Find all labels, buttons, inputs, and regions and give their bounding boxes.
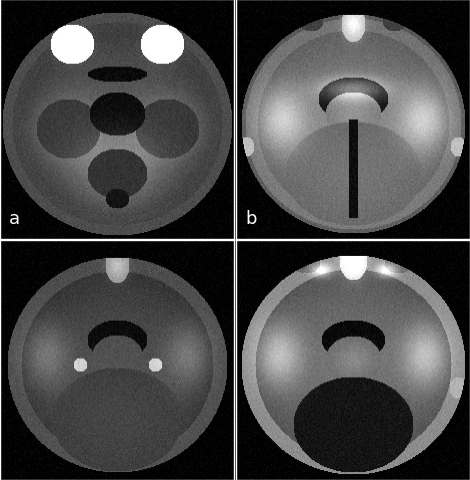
- Text: a: a: [9, 209, 21, 228]
- Text: b: b: [245, 209, 257, 228]
